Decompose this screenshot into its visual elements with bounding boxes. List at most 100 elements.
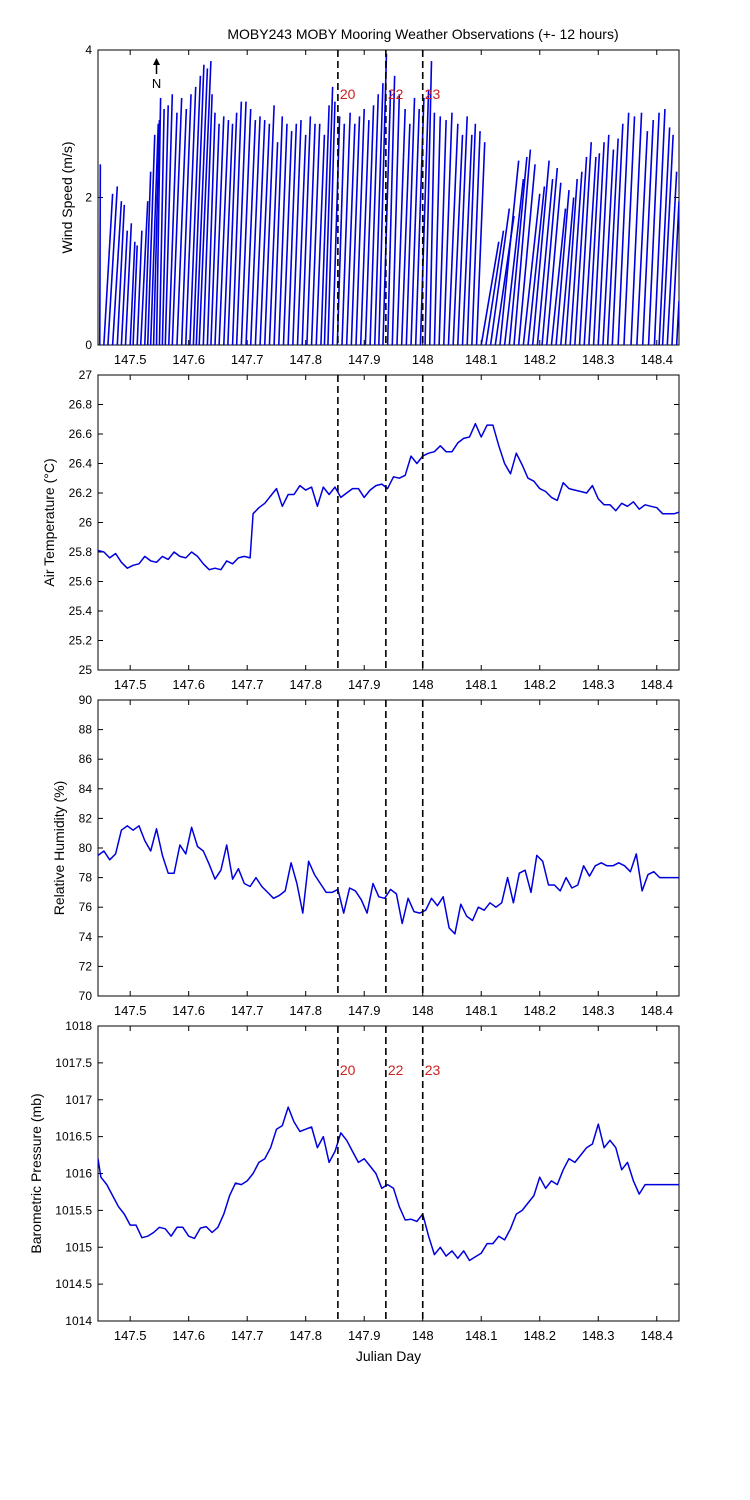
plot-frame — [97, 374, 680, 671]
wind-stick — [98, 164, 102, 345]
y-tick-label: 26.8 — [69, 398, 93, 412]
wind-stick — [341, 112, 351, 345]
data-group — [98, 422, 679, 571]
wind-stick — [386, 75, 396, 345]
y-tick-label: 26.2 — [69, 486, 93, 500]
wind-stick — [155, 97, 162, 345]
y-tick-label: 26.6 — [69, 427, 93, 441]
x-tick-label: 148.3 — [582, 352, 615, 367]
wind-stick — [171, 97, 183, 345]
chart-panels: 147.5 147.6 147.7 147.8 147.9 148 148.1 148.2 14… — [28, 43, 680, 1364]
wind-stick — [480, 241, 500, 345]
x-tick-label: 147.6 — [172, 1003, 205, 1018]
y-tick-label: 4 — [85, 43, 92, 57]
y-tick-label: 25.4 — [69, 604, 93, 618]
wind-stick — [471, 131, 481, 345]
wind-stick — [623, 116, 636, 345]
wind-stick — [245, 120, 257, 345]
wind-stick — [675, 300, 679, 345]
x-tick-label: 147.6 — [172, 677, 205, 692]
y-tick-label: 84 — [79, 782, 93, 796]
x-tick-label: 148.4 — [640, 1003, 673, 1018]
wind-stick — [457, 116, 468, 345]
x-tick-label: 148.1 — [465, 1328, 498, 1343]
wind-stick — [111, 201, 123, 345]
wind-stick — [400, 123, 411, 345]
north-label: N — [152, 76, 161, 91]
wind-stick — [382, 90, 392, 345]
x-tick-label: 148.1 — [465, 352, 498, 367]
wind-stick — [442, 112, 453, 345]
wind-stick — [146, 134, 156, 345]
x-tick-label: 148.1 — [465, 677, 498, 692]
x-tick-label: 148.2 — [523, 677, 556, 692]
wind-stick — [320, 105, 330, 345]
wind-stick — [461, 134, 473, 345]
wind-stick — [428, 112, 436, 345]
wind-stick — [489, 208, 511, 345]
marker-label: 22 — [388, 86, 404, 102]
y-tick-label: 70 — [79, 989, 93, 1003]
x-tick-label: 147.5 — [114, 1003, 147, 1018]
wind-stick — [254, 120, 266, 345]
wind-stick — [452, 134, 464, 345]
y-tick-label: 26.4 — [69, 457, 93, 471]
y-tick-label: 1016 — [65, 1167, 92, 1181]
wind-stick — [359, 120, 370, 345]
wind-stick — [641, 120, 655, 345]
x-tick-label: 148.2 — [523, 1003, 556, 1018]
wind-stick — [139, 201, 149, 345]
wind-stick — [597, 134, 610, 345]
panel-4: 147.5 147.6 147.7 147.8 147.9 148 148.1 148.2 14… — [28, 1019, 680, 1364]
panel-1: 147.5 147.6 147.7 147.8 147.9 148 148.1 148.2 14… — [59, 43, 680, 367]
wind-stick — [636, 131, 649, 345]
wind-stick — [531, 160, 550, 345]
wind-stick — [180, 94, 192, 345]
y-tick-label: 1015 — [65, 1240, 92, 1254]
x-tick-label: 148.1 — [465, 1003, 498, 1018]
y-tick-label: 25 — [79, 663, 93, 677]
wind-stick — [647, 112, 660, 345]
wind-stick — [136, 230, 143, 345]
wind-stick — [666, 171, 678, 345]
y-tick-label: 88 — [79, 723, 93, 737]
wind-stick — [513, 149, 532, 345]
x-tick-label: 147.5 — [114, 352, 147, 367]
wind-stick — [323, 86, 334, 345]
wind-stick — [296, 134, 307, 345]
wind-stick — [602, 149, 615, 345]
wind-stick — [231, 101, 243, 345]
y-tick-label: 0 — [85, 338, 92, 352]
wind-stick — [218, 120, 230, 345]
y-tick-label: 1015.5 — [55, 1203, 92, 1217]
wind-stick — [287, 123, 298, 345]
x-tick-label: 147.8 — [289, 1003, 322, 1018]
wind-stick — [327, 101, 336, 345]
x-tick-label: 148.3 — [582, 677, 615, 692]
wind-stick — [176, 108, 188, 345]
wind-stick — [658, 127, 671, 345]
wind-stick — [152, 120, 161, 345]
x-tick-label: 147.9 — [348, 677, 381, 692]
x-tick-label: 147.8 — [289, 677, 322, 692]
north-arrow-icon — [153, 58, 161, 65]
wind-stick — [116, 204, 126, 345]
wind-stick — [345, 123, 356, 345]
y-tick-label: 72 — [79, 959, 93, 973]
y-tick-label: 1018 — [65, 1019, 92, 1033]
wind-stick — [149, 123, 160, 345]
x-tick-label: 147.7 — [231, 677, 264, 692]
wind-stick — [391, 94, 401, 345]
y-tick-label: 26 — [79, 516, 93, 530]
data-group — [98, 1106, 679, 1262]
x-tick-label: 147.9 — [348, 1328, 381, 1343]
y-tick-label: 82 — [79, 811, 93, 825]
wind-stick — [485, 230, 505, 345]
wind-stick — [588, 153, 601, 345]
wind-stick — [355, 108, 366, 345]
wind-stick — [617, 112, 630, 345]
x-tick-label: 147.5 — [114, 677, 147, 692]
wind-stick — [419, 90, 430, 345]
y-tick-label: 90 — [79, 693, 93, 707]
